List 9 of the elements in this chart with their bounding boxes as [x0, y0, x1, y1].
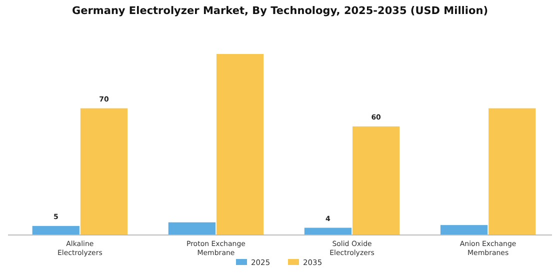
- bar: [440, 225, 488, 235]
- bar: [488, 108, 536, 235]
- chart-title: Germany Electrolyzer Market, By Technology, 2025-2035 (USD Million): [72, 5, 488, 17]
- bar: [352, 126, 400, 235]
- bar: [32, 226, 80, 235]
- bar: [216, 54, 264, 235]
- bar: [80, 108, 128, 235]
- bar: [304, 228, 352, 235]
- bar: [168, 222, 216, 235]
